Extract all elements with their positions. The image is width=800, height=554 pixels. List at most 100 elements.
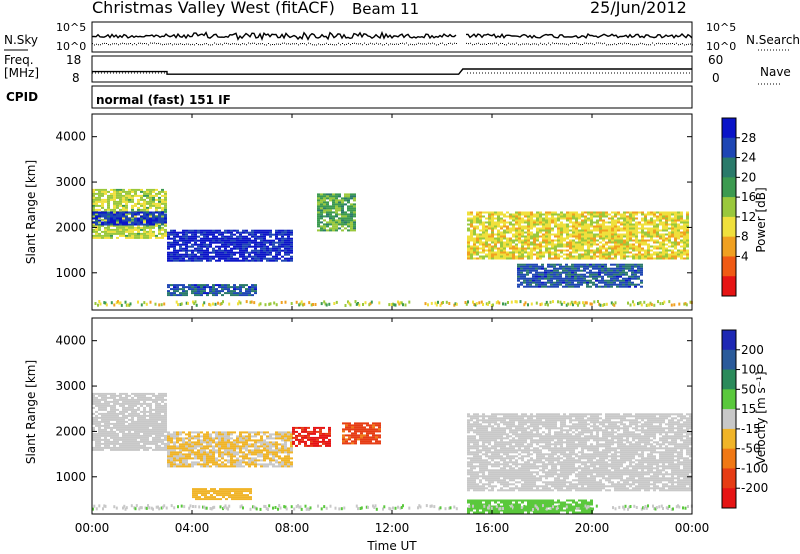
- heat-cell: [320, 195, 323, 198]
- heat-cell: [98, 404, 101, 407]
- heat-cell: [98, 440, 101, 443]
- heat-cell: [586, 279, 589, 282]
- heat-cell: [278, 433, 281, 436]
- heat-cell: [101, 428, 104, 431]
- heat-cell: [245, 255, 248, 258]
- heat-cell: [557, 241, 560, 244]
- heat-cell: [626, 219, 629, 222]
- heat-cell: [341, 219, 344, 222]
- heat-cell: [617, 247, 620, 250]
- heat-cell: [275, 303, 278, 307]
- heat-cell: [614, 229, 617, 232]
- heat-cell: [332, 193, 335, 196]
- heat-cell: [523, 267, 526, 270]
- heat-cell: [116, 422, 119, 425]
- heat-cell: [629, 239, 632, 242]
- heat-cell: [143, 422, 146, 425]
- heat-cell: [254, 253, 257, 256]
- heat-cell: [344, 304, 347, 307]
- heat-cell: [104, 440, 107, 443]
- heat-cell: [122, 438, 125, 441]
- heat-cell: [625, 285, 628, 288]
- heat-cell: [581, 235, 584, 238]
- heat-cell: [473, 249, 476, 252]
- heat-cell: [551, 211, 554, 214]
- heat-cell: [290, 441, 293, 444]
- heat-cell: [557, 229, 560, 232]
- heat-cell: [212, 445, 215, 448]
- heat-cell: [116, 223, 119, 226]
- heat-cell: [149, 198, 152, 201]
- heat-cell: [167, 453, 170, 456]
- heat-cell: [509, 247, 512, 250]
- heat-cell: [284, 229, 287, 232]
- heat-cell: [122, 402, 125, 405]
- heat-cell: [583, 263, 586, 266]
- heat-cell: [524, 219, 527, 222]
- heat-cell: [119, 234, 122, 237]
- heat-cell: [572, 243, 575, 246]
- heat-cell: [122, 404, 125, 407]
- heat-cell: [201, 492, 204, 495]
- heat-cell: [155, 222, 158, 225]
- heat-cell: [611, 235, 614, 238]
- heat-cell: [470, 219, 473, 222]
- heat-cell: [560, 302, 563, 306]
- heat-cell: [131, 198, 134, 201]
- heat-cell: [204, 494, 207, 497]
- heat-cell: [632, 229, 635, 232]
- heat-cell: [122, 416, 125, 419]
- heat-cell: [586, 263, 589, 266]
- heat-cell: [143, 200, 146, 203]
- heat-cell: [598, 269, 601, 272]
- heat-cell: [221, 465, 224, 468]
- heat-cell: [113, 198, 116, 201]
- heat-cell: [575, 257, 578, 260]
- heat-cell: [212, 233, 215, 236]
- heat-cell: [476, 257, 479, 260]
- heat-cell: [544, 271, 547, 274]
- heat-cell: [272, 463, 275, 466]
- heat-cell: [137, 228, 140, 231]
- heat-cell: [158, 213, 161, 216]
- heat-cell: [632, 247, 635, 250]
- heat-cell: [626, 237, 629, 240]
- heat-cell: [203, 231, 206, 234]
- heat-cell: [467, 219, 470, 222]
- heat-cell: [341, 211, 344, 214]
- heat-cell: [119, 192, 122, 195]
- heat-cell: [230, 241, 233, 244]
- heat-cell: [278, 465, 281, 468]
- heat-cell: [137, 232, 140, 235]
- heat-cell: [656, 231, 659, 234]
- heat-cell: [515, 211, 518, 214]
- heat-cell: [518, 235, 521, 238]
- power-ylabel: Slant Range [km]: [24, 160, 38, 264]
- heat-cell: [629, 231, 632, 234]
- heat-cell: [560, 251, 563, 254]
- heat-cell: [269, 302, 272, 306]
- heat-cell: [348, 301, 351, 305]
- heat-cell: [191, 437, 194, 440]
- heat-cell: [497, 257, 500, 260]
- heat-cell: [110, 192, 113, 195]
- heat-cell: [242, 445, 245, 448]
- heat-cell: [203, 251, 206, 254]
- heat-cell: [653, 239, 656, 242]
- heat-cell: [143, 414, 146, 417]
- heat-cell: [173, 463, 176, 466]
- heat-cell: [542, 237, 545, 240]
- heat-cell: [275, 461, 278, 464]
- heat-cell: [272, 453, 275, 456]
- heat-cell: [179, 245, 182, 248]
- heat-cell: [589, 275, 592, 278]
- heat-cell: [134, 192, 137, 195]
- heat-cell: [152, 394, 155, 397]
- heat-cell: [629, 229, 632, 232]
- heat-cell: [233, 239, 236, 242]
- heat-cell: [674, 217, 677, 220]
- heat-cell: [542, 221, 545, 224]
- heat-cell: [140, 223, 143, 226]
- heat-cell: [598, 271, 601, 274]
- heat-cell: [620, 233, 623, 236]
